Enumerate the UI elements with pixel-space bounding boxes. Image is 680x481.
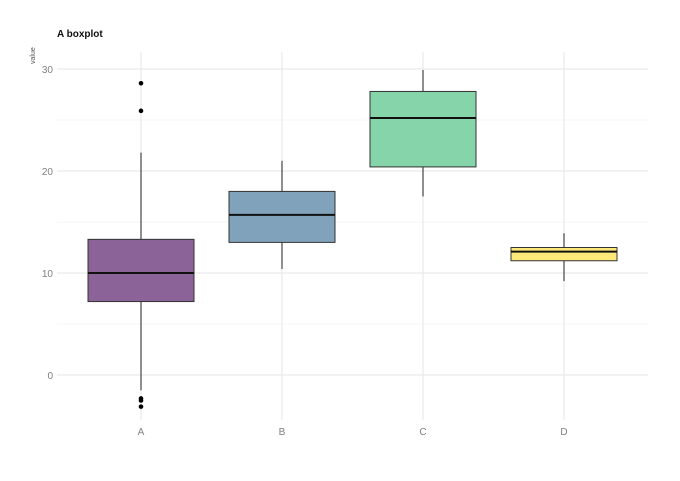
chart-title: A boxplot [57, 29, 103, 40]
x-tick-label: C [419, 427, 426, 438]
box-A [87, 238, 195, 303]
box-C [369, 90, 477, 168]
box-D [510, 247, 618, 262]
y-tick-label: 20 [42, 167, 54, 178]
outlier-point [138, 398, 144, 403]
outlier-point [138, 80, 144, 86]
outlier-point [138, 404, 144, 409]
y-tick-label: 30 [42, 65, 54, 76]
x-tick-label: B [279, 427, 286, 438]
x-tick-label: A [138, 427, 145, 438]
y-tick-label: 0 [47, 371, 53, 382]
x-tick-label: D [560, 427, 567, 438]
y-tick-label: 10 [42, 269, 54, 280]
outlier-point [138, 108, 144, 114]
box-B [228, 190, 336, 243]
